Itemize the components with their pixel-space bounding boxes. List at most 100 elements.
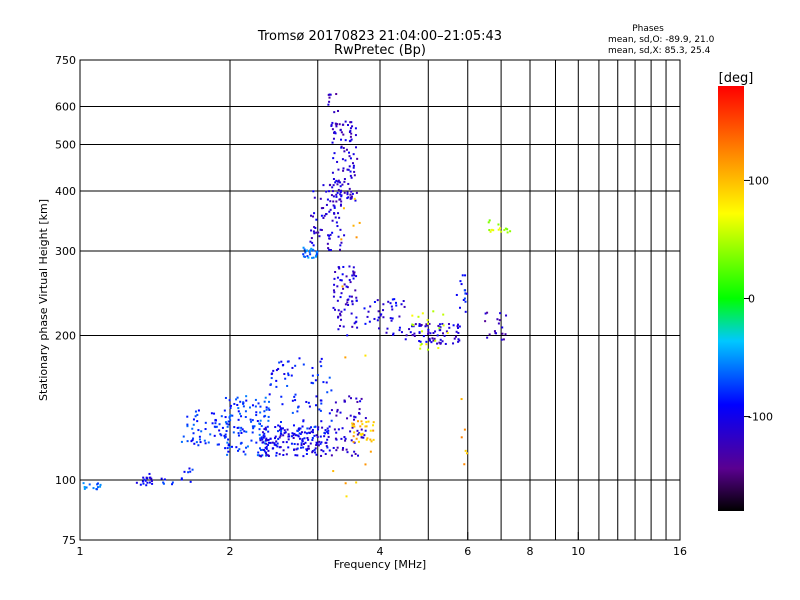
data-point	[354, 289, 357, 292]
data-point	[344, 400, 347, 403]
data-point	[337, 109, 340, 112]
data-point	[333, 283, 336, 286]
data-point	[465, 452, 468, 455]
data-point	[339, 181, 342, 184]
data-point	[265, 453, 268, 456]
data-point	[298, 437, 301, 440]
data-point	[330, 454, 333, 457]
data-point	[382, 309, 385, 312]
data-point	[275, 440, 278, 443]
data-point	[442, 332, 445, 335]
data-point	[333, 152, 336, 155]
data-point	[328, 93, 331, 96]
data-point	[319, 360, 322, 363]
data-point	[393, 298, 396, 301]
data-point	[400, 331, 403, 334]
data-point	[353, 322, 356, 325]
data-point	[331, 231, 334, 234]
data-point	[263, 400, 266, 403]
data-point	[413, 335, 416, 338]
data-point	[338, 267, 341, 270]
data-point	[336, 408, 339, 411]
data-point	[425, 343, 428, 346]
data-point	[439, 338, 442, 341]
data-point	[261, 448, 264, 451]
data-point	[349, 157, 352, 160]
data-point	[271, 441, 274, 444]
data-point	[365, 421, 368, 424]
data-point	[191, 427, 194, 430]
data-point	[356, 429, 359, 432]
colorbar-tick-label: 0	[748, 293, 755, 306]
data-point	[499, 227, 502, 230]
colorbar-ticks: 100 0 -100	[744, 174, 773, 424]
data-point	[320, 207, 323, 210]
data-point	[278, 436, 281, 439]
data-point	[364, 429, 367, 432]
data-point	[427, 332, 430, 335]
data-point	[352, 270, 355, 273]
data-point	[315, 434, 318, 437]
data-point	[296, 443, 299, 446]
data-point	[351, 274, 354, 277]
data-point	[349, 127, 352, 130]
data-point	[502, 338, 505, 341]
data-point	[486, 311, 489, 314]
data-point	[392, 332, 395, 335]
data-point	[367, 310, 370, 313]
data-point	[258, 447, 261, 450]
data-point	[359, 400, 362, 403]
data-point	[419, 347, 422, 350]
data-point	[330, 124, 333, 127]
data-point	[293, 395, 296, 398]
data-point	[312, 256, 315, 259]
data-point	[334, 181, 337, 184]
data-point	[332, 137, 335, 140]
data-point	[99, 483, 102, 486]
data-point	[335, 193, 338, 196]
data-point	[223, 434, 226, 437]
data-point	[192, 432, 195, 435]
data-point	[352, 166, 355, 169]
data-point	[218, 429, 221, 432]
data-point	[85, 486, 88, 489]
data-point	[346, 191, 349, 194]
data-point	[146, 477, 149, 480]
data-point	[285, 441, 288, 444]
data-point	[237, 432, 240, 435]
data-point	[350, 439, 353, 442]
data-point	[348, 187, 351, 190]
data-point	[287, 374, 290, 377]
data-point	[237, 426, 240, 429]
data-point	[500, 230, 503, 233]
data-point	[186, 415, 189, 418]
data-point	[280, 430, 283, 433]
data-point	[277, 430, 280, 433]
data-point	[294, 364, 297, 367]
data-point	[171, 483, 174, 486]
data-point	[237, 434, 240, 437]
data-point	[224, 447, 227, 450]
data-point	[339, 185, 342, 188]
data-point	[340, 241, 343, 244]
data-point	[309, 442, 312, 445]
data-point	[180, 478, 183, 481]
data-point	[457, 323, 460, 326]
data-point	[280, 360, 283, 363]
data-point	[334, 132, 337, 135]
data-point	[186, 423, 189, 426]
data-point	[223, 436, 226, 439]
data-point	[459, 280, 462, 283]
data-point	[325, 213, 328, 216]
data-point	[350, 176, 353, 179]
data-point	[460, 398, 463, 401]
data-point	[83, 485, 86, 488]
data-point	[324, 453, 327, 456]
data-point	[92, 487, 95, 490]
data-point	[237, 418, 240, 421]
data-point	[358, 432, 361, 435]
data-point	[250, 420, 253, 423]
y-tick-label: 500	[55, 139, 76, 152]
data-point	[344, 437, 347, 440]
data-point	[328, 425, 331, 428]
